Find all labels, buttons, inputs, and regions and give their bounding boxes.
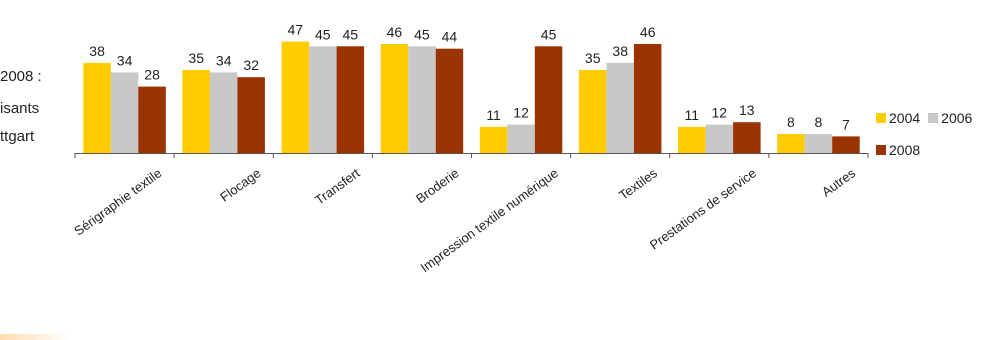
x-tick-label-8: Autres — [819, 165, 859, 200]
bar-2004-3 — [281, 41, 310, 153]
bar-2006-1 — [110, 72, 139, 153]
bar-2008-1 — [138, 86, 166, 153]
legend-item-2008: 2008 — [876, 142, 920, 158]
data-label-2008-8: 7 — [842, 116, 850, 132]
data-label-2006-4: 45 — [414, 26, 430, 42]
data-label-2008-7: 13 — [739, 102, 755, 118]
bar-2008-5 — [534, 46, 563, 153]
bar-2006-7 — [705, 124, 734, 153]
cropped-side-text-1: 2008 : — [0, 68, 42, 85]
legend-row-1: 2004 2006 — [876, 110, 980, 126]
data-label-2004-5: 11 — [486, 107, 501, 123]
cropped-side-text-2: isants — [0, 100, 40, 117]
bar-2004-8 — [777, 134, 805, 153]
data-label-2006-1: 34 — [117, 52, 133, 68]
x-tick-label-4: Broderie — [413, 165, 462, 206]
legend-item-2006: 2006 — [928, 110, 972, 126]
x-tick-label-3: Transfert — [312, 165, 363, 208]
data-label-2008-6: 46 — [640, 24, 656, 40]
data-label-2008-4: 44 — [442, 29, 458, 45]
data-label-2006-6: 38 — [612, 43, 628, 59]
data-label-2006-2: 34 — [216, 52, 232, 68]
bar-2006-3 — [309, 46, 337, 153]
bar-2004-5 — [479, 126, 508, 153]
bar-2006-6 — [606, 62, 634, 153]
corner-decoration — [0, 334, 70, 340]
bar-2004-2 — [182, 70, 210, 153]
x-tick-label-7: Prestations de service — [647, 165, 759, 252]
data-label-2008-1: 28 — [144, 67, 160, 83]
bar-2006-8 — [804, 134, 833, 153]
data-label-2006-7: 12 — [712, 105, 728, 121]
data-label-2006-5: 12 — [513, 105, 529, 121]
bar-2008-6 — [633, 44, 662, 153]
bar-2006-5 — [507, 124, 535, 153]
bars-layer — [83, 41, 860, 154]
legend-label-2006: 2006 — [941, 110, 973, 126]
legend-label-2004: 2004 — [889, 110, 921, 126]
bar-2004-6 — [578, 70, 607, 153]
cropped-side-text-3: ttgart — [0, 128, 35, 145]
data-label-2004-6: 35 — [585, 50, 601, 66]
bar-2008-2 — [237, 77, 265, 153]
data-label-2004-4: 46 — [387, 24, 403, 40]
legend-swatch-2006 — [928, 113, 939, 123]
x-tick-label-6: Textiles — [616, 165, 660, 203]
data-label-2004-7: 11 — [685, 107, 700, 123]
data-label-2004-3: 47 — [288, 22, 304, 38]
data-labels-layer: 38 34 28 35 34 32 47 45 45 46 45 44 11 12 45 35 38 46 11 12… — [89, 22, 850, 133]
bar-2006-2 — [209, 72, 238, 153]
data-label-2006-8: 8 — [815, 114, 823, 130]
x-axis-layer: Sérigraphie textile Flocage Transfert Brode… — [71, 153, 869, 275]
bar-2008-3 — [336, 46, 365, 153]
data-label-2006-3: 45 — [315, 26, 331, 42]
legend-swatch-2008 — [876, 145, 886, 155]
legend-swatch-2004 — [876, 113, 886, 123]
data-label-2004-1: 38 — [89, 43, 105, 59]
legend-label-2008: 2008 — [889, 142, 921, 158]
data-label-2008-2: 32 — [243, 57, 259, 73]
bar-2008-8 — [832, 136, 860, 153]
bar-2008-7 — [733, 122, 761, 153]
bar-2004-7 — [678, 126, 706, 153]
x-tick-label-2: Flocage — [217, 165, 263, 204]
x-tick-label-1: Sérigraphie textile — [71, 165, 164, 238]
data-label-2004-2: 35 — [188, 50, 204, 66]
bar-2004-4 — [380, 44, 409, 153]
data-label-2004-8: 8 — [787, 114, 795, 130]
legend-item-2004: 2004 — [876, 110, 920, 126]
bar-2004-1 — [83, 62, 111, 153]
data-label-2008-3: 45 — [343, 26, 359, 42]
data-label-2008-5: 45 — [541, 26, 557, 42]
bar-2006-4 — [408, 46, 436, 153]
legend-row-2: 2008 — [876, 142, 928, 158]
bar-2008-4 — [435, 48, 464, 154]
